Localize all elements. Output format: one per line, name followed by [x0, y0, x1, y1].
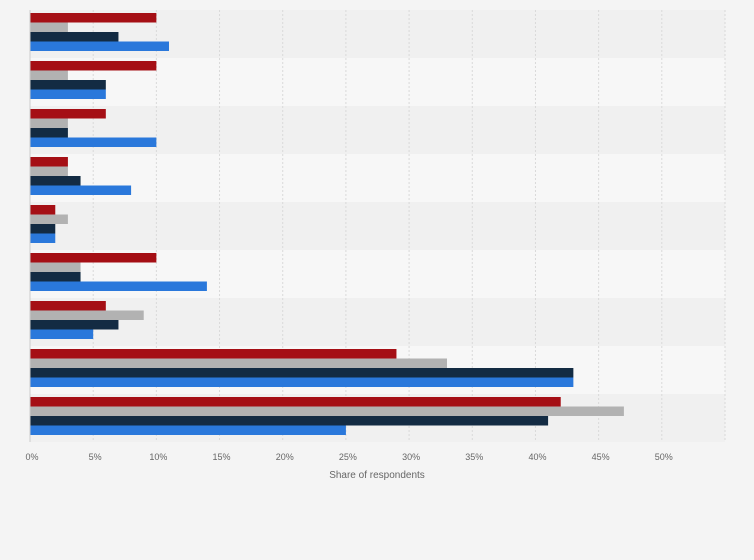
bars [30, 13, 624, 435]
bar [30, 358, 447, 368]
bar [30, 89, 106, 99]
bar [30, 118, 68, 128]
x-tick-label: 30% [402, 452, 420, 462]
bar [30, 233, 56, 243]
bar [30, 253, 157, 263]
bar [30, 368, 574, 378]
row-band [30, 298, 725, 346]
bar [30, 137, 157, 147]
bar [30, 377, 574, 387]
x-tick-label: 15% [213, 452, 231, 462]
bar [30, 301, 106, 311]
bar [30, 214, 68, 224]
bar [30, 128, 68, 138]
bar [30, 262, 81, 272]
bar [30, 349, 397, 359]
row-band [30, 154, 725, 202]
x-tick-label: 5% [89, 452, 102, 462]
bar [30, 109, 106, 119]
x-tick-label: 10% [149, 452, 167, 462]
bar [30, 425, 346, 435]
bar [30, 13, 157, 23]
bar [30, 406, 624, 416]
bar [30, 272, 81, 282]
bar [30, 61, 157, 71]
x-axis: 0% 5% 10% 15% 20% 25% 30% 35% 40% 45% 50% [25, 10, 673, 462]
x-tick-label: 20% [276, 452, 294, 462]
x-tick-label: 45% [592, 452, 610, 462]
row-band [30, 202, 725, 250]
bar [30, 32, 119, 42]
bar [30, 157, 68, 167]
bar [30, 224, 56, 234]
bar [30, 329, 94, 339]
bar [30, 397, 561, 407]
bar [30, 320, 119, 330]
bar [30, 176, 81, 186]
x-tick-label: 0% [25, 452, 38, 462]
x-axis-title: Share of respondents [329, 470, 425, 481]
x-tick-label: 35% [465, 452, 483, 462]
bar [30, 281, 207, 291]
bar [30, 80, 106, 90]
bar [30, 185, 132, 195]
bar [30, 70, 68, 80]
x-tick-label: 50% [655, 452, 673, 462]
x-tick-label: 25% [339, 452, 357, 462]
bar [30, 310, 144, 320]
bar [30, 41, 169, 51]
bar [30, 205, 56, 215]
bar [30, 166, 68, 176]
bar [30, 416, 549, 426]
x-tick-label: 40% [528, 452, 546, 462]
bar [30, 22, 68, 32]
